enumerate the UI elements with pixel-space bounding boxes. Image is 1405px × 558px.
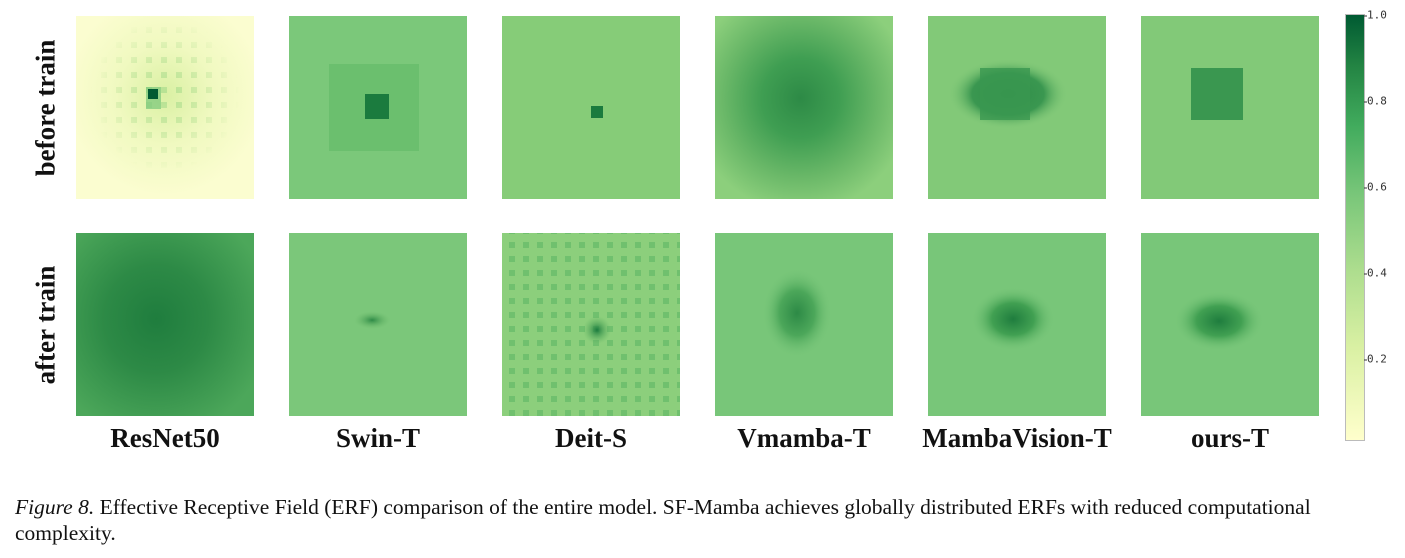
colorbar-tick-0-2: 0.2 [1364, 352, 1387, 366]
colorbar [1345, 14, 1365, 441]
erf-ours-t-before [1141, 16, 1319, 199]
erf-deit-s-before [502, 16, 680, 199]
row-label-before-train: before train [30, 39, 61, 177]
erf-deit-s-after [502, 233, 680, 416]
model-label-vmamba-t: Vmamba-T [737, 423, 871, 453]
erf-mambavision-t-before [928, 16, 1106, 199]
erf-resnet50-after [76, 233, 254, 416]
erf-ours-t-after [1141, 233, 1319, 416]
model-label-mambavision-t: MambaVision-T [922, 423, 1112, 453]
erf-swin-t-before [289, 16, 467, 199]
model-label-deit-s: Deit-S [555, 423, 627, 453]
erf-vmamba-t-before [715, 16, 893, 199]
figure-caption-text: Effective Receptive Field (ERF) comparis… [15, 495, 1311, 545]
erf-mambavision-t-after [928, 233, 1106, 416]
model-label-resnet50: ResNet50 [110, 423, 220, 453]
erf-vmamba-t-after [715, 233, 893, 416]
model-label-ours-t: ours-T [1190, 423, 1269, 453]
model-label-swin-t: Swin-T [335, 423, 421, 453]
figure-caption-label: Figure 8. [15, 495, 95, 519]
colorbar-tick-0-6: 0.6 [1364, 180, 1387, 194]
row-label-after-train: after train [30, 265, 61, 385]
colorbar-tick-1-0: 1.0 [1364, 8, 1387, 22]
colorbar-tick-0-4: 0.4 [1364, 266, 1387, 280]
colorbar-tick-0-8: 0.8 [1364, 94, 1387, 108]
erf-swin-t-after [289, 233, 467, 416]
erf-resnet50-before [76, 16, 254, 199]
figure-caption: Figure 8. Effective Receptive Field (ERF… [15, 494, 1400, 546]
